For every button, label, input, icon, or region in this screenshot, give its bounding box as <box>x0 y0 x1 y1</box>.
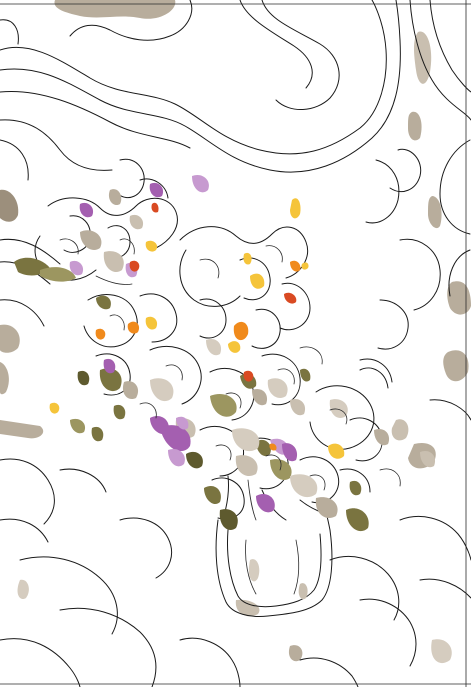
background-shapes <box>0 0 471 664</box>
glass-vase <box>215 511 333 617</box>
bouquet-detail-lines <box>59 238 401 491</box>
bouquet-color-patches <box>14 174 436 532</box>
